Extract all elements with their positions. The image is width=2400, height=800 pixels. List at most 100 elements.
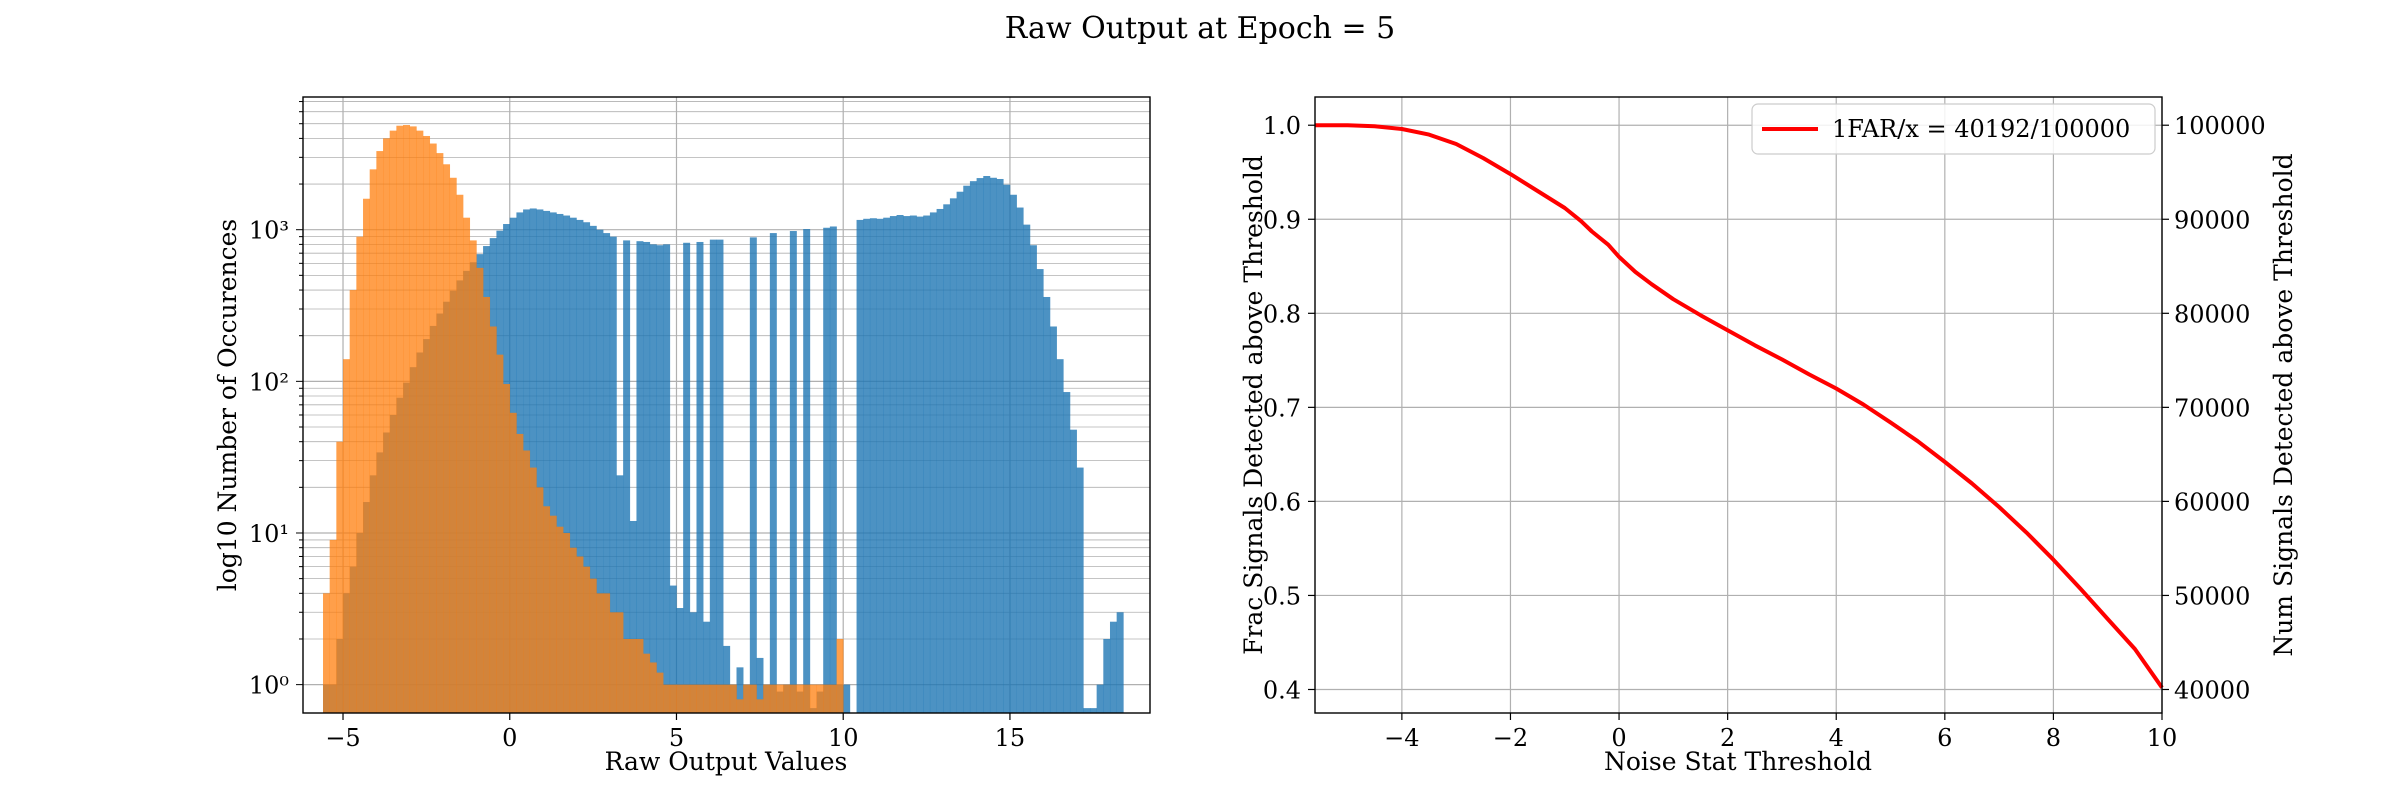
histogram-bar-series-2 [616, 612, 624, 713]
curve-x-tick-label: 8 [2046, 724, 2061, 752]
histogram-bar-series-1 [1109, 621, 1117, 713]
histogram-bar-series-1 [1029, 245, 1037, 714]
histogram-bar-series-2 [423, 135, 431, 713]
histogram-bar-series-2 [676, 684, 684, 713]
histogram-bar-series-1 [876, 218, 884, 713]
histogram-bar-series-2 [636, 638, 644, 713]
curve-x-tick-label: 0 [1611, 724, 1626, 752]
histogram-bar-series-2 [709, 684, 717, 713]
histogram-bar-series-2 [483, 296, 491, 713]
histogram-x-tick-label: −5 [325, 724, 360, 752]
histogram-bar-series-2 [376, 151, 384, 713]
histogram-bar-series-2 [723, 684, 731, 713]
histogram-bar-series-1 [563, 215, 571, 713]
histogram-bar-series-1 [629, 520, 637, 713]
histogram-bar-series-2 [736, 699, 744, 713]
histogram-bar-series-2 [629, 638, 637, 713]
histogram-bar-series-1 [769, 233, 777, 713]
histogram-bar-series-1 [803, 229, 811, 713]
histogram-panel: −5 0 5 10 15 10⁰ 10¹ 10² 10³ Raw Output Values l… [213, 96, 1151, 776]
histogram-bar-series-1 [1096, 684, 1104, 713]
histogram-bar-series-1 [663, 244, 671, 713]
histogram-bar-series-2 [496, 354, 504, 713]
histogram-bar-series-2 [429, 143, 437, 713]
histogram-bar-series-2 [776, 684, 784, 713]
histogram-bar-series-2 [716, 684, 724, 713]
histogram-bar-series-1 [789, 231, 797, 713]
histogram-bar-series-1 [1103, 638, 1111, 713]
curve-x-tick-label: −4 [1384, 724, 1419, 752]
detection-curve-panel: −4 −2 0 2 4 6 8 10 0.4 0.5 0.6 0.7 0.8 0.9 1.0 40000 500… [1239, 96, 2298, 776]
histogram-bar-series-2 [343, 359, 350, 713]
histogram-bar-series-1 [709, 239, 717, 714]
histogram-bar-series-2 [529, 467, 537, 713]
histogram-bar-series-1 [656, 245, 664, 714]
curve-y-tick-label: 0.6 [1263, 488, 1301, 516]
histogram-x-tick-label: 10 [828, 724, 859, 752]
histogram-x-tick-label: 0 [502, 724, 517, 752]
curve-x-tick-label: 2 [1720, 724, 1735, 752]
histogram-bar-series-1 [889, 216, 897, 713]
histogram-bar-series-2 [783, 684, 791, 713]
histogram-bar-series-2 [329, 539, 337, 713]
curve-y-tick-label: 0.8 [1263, 300, 1301, 328]
histogram-bar-series-1 [1076, 467, 1084, 713]
histogram-bar-series-2 [703, 684, 711, 713]
histogram-bar-series-1 [703, 621, 711, 713]
histogram-bar-series-1 [996, 178, 1004, 713]
histogram-bar-series-2 [536, 487, 544, 713]
histogram-bar-series-1 [1116, 612, 1124, 713]
histogram-bar-series-2 [369, 169, 377, 713]
histogram-bar-series-1 [696, 241, 704, 713]
histogram-bar-series-1 [556, 213, 564, 713]
histogram-bar-series-2 [836, 638, 844, 713]
histogram-bar-series-2 [549, 515, 557, 713]
histogram-bar-series-1 [1063, 392, 1071, 713]
curve-x-tick-label: 6 [1937, 724, 1952, 752]
histogram-bar-series-2 [389, 130, 397, 713]
histogram-bar-series-1 [1089, 708, 1097, 713]
histogram-bar-series-2 [489, 326, 497, 713]
histogram-bar-series-2 [469, 240, 477, 713]
curve-gridlines [1315, 97, 2163, 713]
histogram-bar-series-2 [589, 578, 597, 713]
histogram-bar-series-1 [596, 229, 604, 714]
histogram-bar-series-2 [623, 638, 631, 713]
curve-right-y-tick-label: 80000 [2174, 300, 2250, 328]
histogram-bar-series-2 [596, 593, 604, 713]
histogram-bar-series-1 [1043, 296, 1051, 713]
histogram-bar-series-1 [929, 212, 937, 714]
histogram-bar-series-2 [456, 194, 464, 714]
histogram-bar-series-2 [769, 684, 777, 713]
histogram-bar-series-1 [863, 218, 871, 713]
histogram-bar-series-1 [529, 208, 537, 713]
curve-right-y-tick-label: 40000 [2174, 676, 2250, 704]
histogram-bar-series-1 [883, 217, 891, 713]
histogram-bar-series-2 [823, 684, 831, 713]
histogram-bar-series-1 [956, 191, 964, 714]
histogram-bar-series-2 [409, 126, 417, 714]
histogram-bar-series-2 [576, 556, 584, 713]
histogram-bar-series-2 [763, 684, 771, 713]
curve-right-y-axis-label: Num Signals Detected above Threshold [2269, 153, 2298, 656]
histogram-bar-series-2 [643, 653, 651, 713]
histogram-bar-series-1 [936, 208, 944, 713]
histogram-bar-series-1 [949, 198, 957, 713]
histogram-bar-series-2 [609, 612, 617, 713]
curve-y-tick-label: 0.5 [1263, 582, 1301, 610]
histogram-bar-series-1 [856, 219, 864, 714]
histogram-bar-series-1 [643, 241, 651, 713]
histogram-bar-series-2 [796, 684, 804, 713]
curve-plot-frame [1314, 96, 2163, 714]
histogram-bar-series-2 [803, 684, 811, 713]
histogram-bar-series-1 [1023, 224, 1031, 713]
histogram-bar-series-2 [656, 672, 664, 713]
histogram-bar-series-1 [589, 225, 597, 713]
histogram-bar-series-1 [736, 667, 744, 713]
histogram-bar-series-2 [756, 699, 764, 713]
histogram-bar-series-1 [903, 216, 911, 713]
histogram-bar-series-2 [509, 412, 517, 713]
histogram-bar-series-1 [1036, 269, 1044, 713]
histogram-bar-series-2 [669, 684, 677, 713]
histogram-bar-series-2 [809, 684, 817, 713]
